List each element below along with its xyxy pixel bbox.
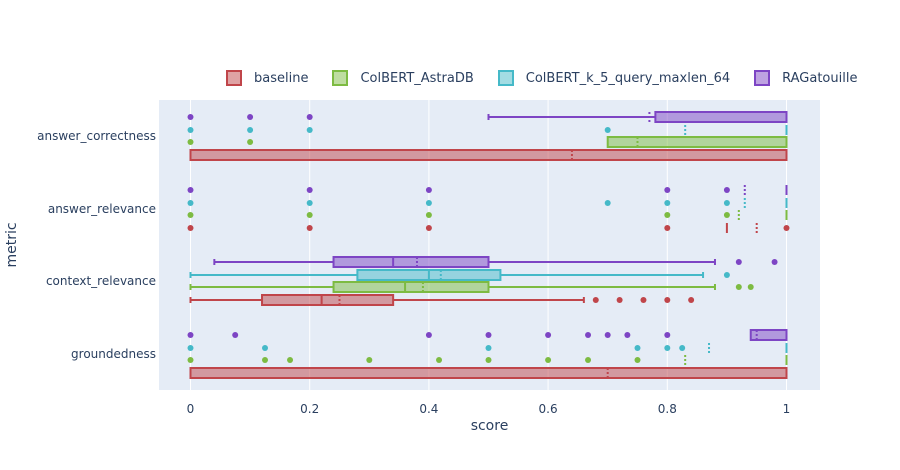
outlier-point [640,297,647,303]
outlier-point [187,212,194,218]
outlier-point [723,200,730,206]
outlier-point [306,187,313,193]
outlier-point [287,357,294,363]
outlier-point [306,114,313,120]
outlier-point [262,345,268,351]
outlier-point [187,139,194,145]
outlier-point [187,127,194,133]
legend: baseline ColBERT_AstraDB ColBERT_k_5_query… [226,70,881,86]
outlier-point [306,225,313,231]
x-tick-label: 0.2 [300,402,319,416]
outlier-point [585,332,592,338]
legend-label: ColBERT_AstraDB [360,70,474,86]
outlier-point [634,345,641,351]
outlier-point [545,332,552,338]
outlier-point [735,284,742,290]
outlier-point [664,200,671,206]
outlier-point [664,225,671,231]
outlier-point [664,332,671,338]
outlier-point [366,357,373,363]
outlier-point [425,212,432,218]
outlier-point [425,200,432,206]
y-tick-label: groundedness [71,347,156,361]
outlier-point [425,332,432,338]
outlier-point [604,127,611,133]
legend-item[interactable]: ColBERT_k_5_query_maxlen_64 [497,70,731,86]
outlier-point [585,357,592,363]
outlier-point [187,200,194,206]
outlier-point [771,259,778,265]
legend-item[interactable]: baseline [226,70,308,86]
x-tick-label: 0 [187,402,195,416]
legend-item[interactable]: ColBERT_AstraDB [332,70,474,86]
outlier-point [735,259,742,265]
outlier-point [592,297,599,303]
outlier-point [232,332,239,338]
legend-item[interactable]: RAGatouille [754,70,857,86]
x-tick-label: 1 [783,402,791,416]
outlier-point [306,212,313,218]
outlier-point [723,272,730,278]
outlier-point [688,297,695,303]
box [332,256,490,268]
x-tick-label: 0.8 [658,402,677,416]
outlier-point [723,212,730,218]
legend-label: ColBERT_k_5_query_maxlen_64 [525,70,731,86]
outlier-point [425,225,432,231]
outlier-point [664,345,671,351]
box [189,149,788,161]
x-tick-label: 0.4 [419,402,438,416]
outlier-point [187,345,194,351]
outlier-point [306,127,313,133]
y-tick-label: answer_relevance [48,202,156,216]
outlier-point [624,332,631,338]
outlier-point [679,345,686,351]
legend-swatch [497,70,514,86]
outlier-point [747,284,754,290]
box [332,281,490,293]
y-tick-label: answer_correctness [37,129,156,143]
y-tick-label: context_relevance [46,274,156,288]
outlier-point [187,357,194,363]
outlier-point [604,332,611,338]
outlier-point [187,332,194,338]
outlier-point [723,187,730,193]
outlier-point [247,127,254,133]
outlier-point [485,332,492,338]
legend-swatch [226,70,242,86]
x-tick-label: 0.6 [539,402,558,416]
outlier-point [306,200,313,206]
outlier-point [616,297,623,303]
outlier-point [545,357,552,363]
outlier-point [485,345,492,351]
outlier-point [187,114,194,120]
outlier-point [783,225,790,231]
outlier-point [187,187,194,193]
outlier-point [634,357,641,363]
outlier-point [436,357,443,363]
legend-swatch [332,70,349,86]
legend-swatch [754,70,771,86]
outlier-point [604,200,611,206]
legend-label: baseline [254,70,309,86]
outlier-point [247,114,254,120]
y-axis-title: metric [4,222,20,267]
box [189,367,788,379]
outlier-point [664,187,671,193]
outlier-point [262,357,268,363]
outlier-point [425,187,432,193]
x-axis-title: score [471,418,509,434]
plot-area [159,100,820,390]
outlier-point [664,212,671,218]
legend-label: RAGatouille [782,70,858,86]
box [606,136,788,148]
box [654,111,788,123]
box [261,294,395,306]
outlier-point [247,139,254,145]
outlier-point [485,357,492,363]
outlier-point [187,225,194,231]
outlier-point [664,297,671,303]
